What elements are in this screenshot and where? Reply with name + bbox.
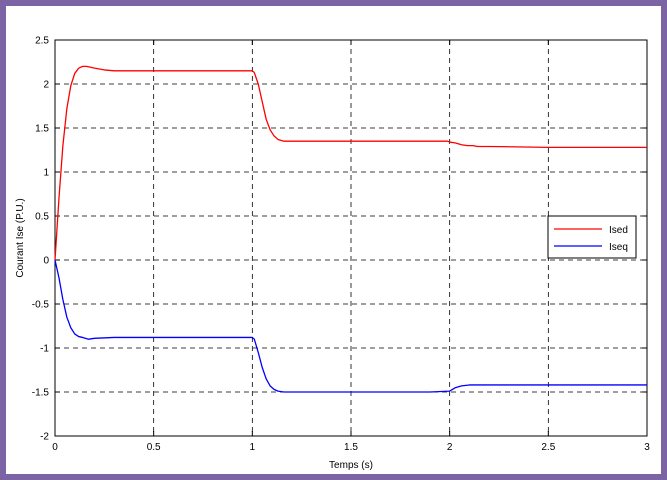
x-tick-label: 2 — [447, 442, 453, 453]
series-line-iseq — [54, 259, 647, 393]
x-tick-label: 1.5 — [344, 442, 358, 453]
grid-lines — [55, 40, 647, 436]
x-axis-label: Temps (s) — [329, 460, 373, 471]
y-tick-label: -1 — [40, 344, 49, 355]
x-tick-label: 2.5 — [541, 442, 555, 453]
legend-label-iseq: Iseq — [609, 242, 628, 253]
y-tick-label: 1.5 — [35, 124, 49, 135]
y-tick-label: -1.5 — [32, 388, 50, 399]
line-chart: 0 0.5 1 1.5 2 2.5 3 -2 -1.5 -1 -0.5 0 0.5 1 1.5 2 2.5 Te… — [15, 36, 650, 472]
x-tick-label: 0.5 — [147, 442, 161, 453]
y-axis-label: Courant Ise (P.U.) — [15, 198, 26, 277]
y-tick-label: 1 — [43, 168, 49, 179]
y-tick-label: 0 — [43, 256, 49, 267]
x-tick-label: 0 — [52, 442, 58, 453]
legend-label-ised: Ised — [609, 225, 628, 236]
y-tick-label: 2 — [43, 80, 49, 91]
legend-box — [547, 215, 637, 259]
y-tick-label: -0.5 — [32, 300, 50, 311]
axis-ticks: 0 0.5 1 1.5 2 2.5 3 -2 -1.5 -1 -0.5 0 0.5 1 1.5 2 2.5 — [32, 36, 650, 454]
series-line-ised — [54, 65, 647, 261]
y-tick-label: 0.5 — [35, 212, 49, 223]
figure-frame: 0 0.5 1 1.5 2 2.5 3 -2 -1.5 -1 -0.5 0 0.5 1 1.5 2 2.5 Te… — [6, 6, 661, 474]
legend: Ised Iseq — [547, 215, 637, 259]
x-tick-label: 3 — [644, 442, 650, 453]
y-tick-label: 2.5 — [35, 36, 49, 47]
x-tick-label: 1 — [250, 442, 256, 453]
series-lines — [54, 65, 647, 393]
y-tick-label: -2 — [40, 432, 49, 443]
